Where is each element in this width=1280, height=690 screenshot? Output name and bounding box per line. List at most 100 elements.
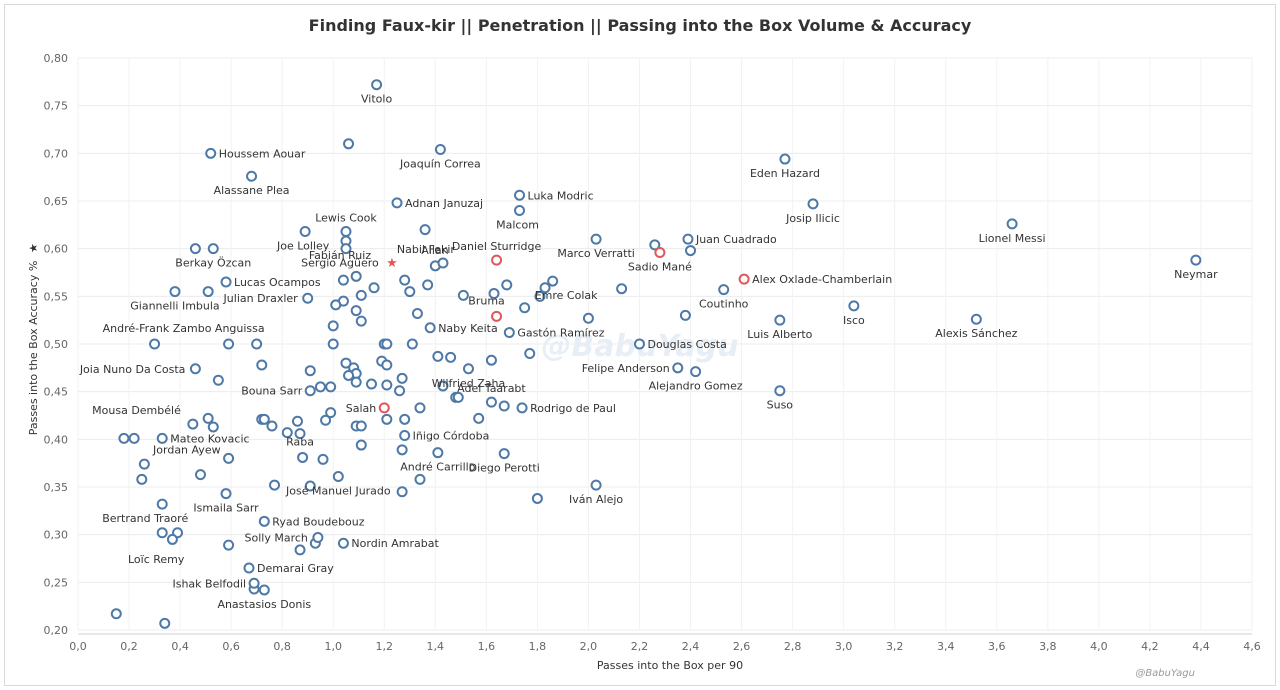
y-tick-label: 0,75 [44, 100, 69, 113]
data-point [807, 198, 819, 210]
data-point [355, 315, 367, 327]
data-point [202, 286, 214, 298]
data-point [491, 254, 503, 266]
data-point [524, 348, 536, 360]
data-point [251, 338, 263, 350]
x-tick-label: 2,6 [733, 640, 751, 653]
point-label: Felipe Anderson [582, 362, 670, 375]
data-point [258, 413, 270, 425]
data-point [654, 246, 666, 258]
y-tick-label: 0,80 [44, 52, 69, 65]
data-point [110, 608, 122, 620]
x-tick-label: 3,8 [1039, 640, 1057, 653]
point-label: Coutinho [699, 298, 749, 311]
x-tick-label: 1,2 [376, 640, 394, 653]
data-point [396, 372, 408, 384]
x-axis-label: Passes into the Box per 90 [597, 659, 743, 672]
x-tick-label: 2,2 [631, 640, 649, 653]
x-tick-label: 0,4 [171, 640, 189, 653]
data-point [485, 354, 497, 366]
point-label: Anastasios Donis [217, 598, 311, 611]
data-point [189, 363, 201, 375]
y-axis-ticks: 0,20 0,25 0,30 0,35 0,40 0,45 0,50 0,55 0,60 0,65… [44, 52, 69, 637]
data-point [404, 286, 416, 298]
x-tick-label: 4,4 [1192, 640, 1210, 653]
data-point [355, 420, 367, 432]
data-point [304, 385, 316, 397]
point-label: Nabil Fekir [397, 243, 455, 256]
point-label: Solly March [245, 532, 308, 545]
y-tick-label: 0,55 [44, 290, 69, 303]
point-label: Joaquín Correa [399, 158, 481, 171]
point-label: Douglas Costa [647, 338, 726, 351]
data-point [422, 279, 434, 291]
point-label: Salah [346, 402, 377, 415]
data-point [406, 338, 418, 350]
data-point [738, 273, 750, 285]
data-point [202, 412, 214, 424]
data-point [304, 365, 316, 377]
point-label: Isco [843, 314, 865, 327]
x-tick-label: 0,0 [69, 640, 87, 653]
point-label: Rodrigo de Paul [530, 402, 616, 415]
data-point [514, 205, 526, 217]
data-point [491, 310, 503, 322]
data-point [488, 287, 500, 299]
data-point [457, 289, 469, 301]
point-label: Juan Cuadrado [695, 233, 777, 246]
data-point [340, 226, 352, 238]
point-label: Lucas Ocampos [234, 276, 321, 289]
point-label: Naby Keita [438, 322, 498, 335]
point-label: Emre Colak [535, 289, 598, 302]
point-label: Diego Perotti [469, 462, 540, 475]
data-point [419, 224, 431, 236]
data-point [340, 243, 352, 255]
chart-title: Finding Faux-kir || Penetration || Passi… [309, 16, 972, 36]
data-point [294, 428, 306, 440]
data-point [539, 282, 551, 294]
data-point [633, 338, 645, 350]
data-point [212, 374, 224, 386]
data-point [302, 292, 314, 304]
data-point [462, 363, 474, 375]
data-point [445, 351, 457, 363]
data-point [317, 453, 329, 465]
data-point [169, 286, 181, 298]
point-label: Bertrand Traoré [102, 512, 188, 525]
data-point [531, 492, 543, 504]
data-point [350, 270, 362, 282]
data-point [337, 274, 349, 286]
data-point [355, 439, 367, 451]
data-point [424, 322, 436, 334]
data-point [437, 380, 449, 392]
x-tick-label: 4,0 [1090, 640, 1108, 653]
point-label: Nordin Amrabat [351, 537, 439, 550]
data-point [337, 537, 349, 549]
data-points: ★ [110, 79, 1202, 629]
data-point [327, 338, 339, 350]
data-point [350, 376, 362, 388]
data-point [320, 414, 332, 426]
point-label: Lionel Messi [979, 232, 1046, 245]
data-point [118, 432, 130, 444]
data-point [343, 369, 355, 381]
y-tick-label: 0,60 [44, 243, 69, 256]
point-label: Mousa Dembélé [92, 404, 181, 417]
x-tick-label: 0,6 [222, 640, 240, 653]
data-point [434, 144, 446, 156]
x-tick-label: 1,8 [529, 640, 547, 653]
star-point: ★ [386, 256, 398, 271]
point-label: Bouna Sarr [241, 385, 303, 398]
data-point [473, 412, 485, 424]
y-tick-label: 0,70 [44, 147, 69, 160]
data-point [411, 307, 423, 319]
point-label: Alassane Plea [214, 184, 290, 197]
data-point [243, 562, 255, 574]
point-label: Alexis Sánchez [935, 327, 1017, 340]
data-point [1006, 218, 1018, 230]
data-point [156, 527, 168, 539]
data-point [437, 257, 449, 269]
data-point [343, 138, 355, 150]
data-point [501, 279, 513, 291]
x-tick-label: 4,6 [1243, 640, 1261, 653]
